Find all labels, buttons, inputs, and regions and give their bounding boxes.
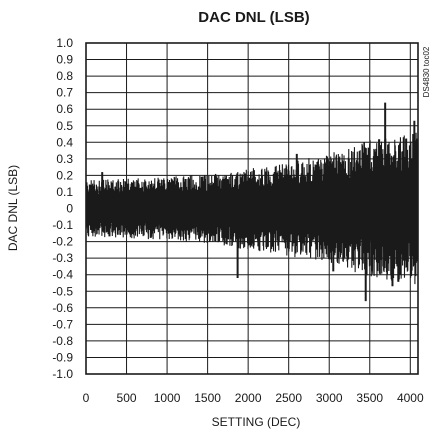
x-tick-label: 500	[117, 391, 137, 405]
y-tick-label: -0.4	[52, 268, 73, 282]
y-tick-label: 0.8	[56, 69, 73, 83]
x-tick-labels: 0 500 1000 1500 2000 2500 3000 3500 4000	[83, 391, 424, 405]
series-dnl-group	[85, 102, 419, 302]
y-tick-label: 0.2	[56, 168, 73, 182]
x-tick-label: 3500	[356, 391, 383, 405]
y-axis-label: DAC DNL (LSB)	[6, 165, 20, 251]
x-tick-label: 4000	[397, 391, 424, 405]
y-tick-label: 0.4	[56, 135, 73, 149]
y-tick-label: -0.5	[52, 284, 73, 298]
x-tick-label: 1500	[194, 391, 221, 405]
y-tick-label: -0.8	[52, 334, 73, 348]
x-tick-label: 3000	[316, 391, 343, 405]
y-tick-label: -0.7	[52, 317, 73, 331]
y-tick-labels: 1.0 0.9 0.8 0.7 0.6 0.5 0.4 0.3 0.2 0.1 0 -0.1 -0.2 -…	[52, 36, 73, 381]
x-tick-label: 0	[83, 391, 90, 405]
y-tick-label: 0.5	[56, 119, 73, 133]
y-tick-label: 0	[66, 202, 73, 216]
y-tick-label: 0.1	[56, 185, 73, 199]
x-axis-label: SETTING (DEC)	[212, 415, 301, 429]
y-tick-label: -0.6	[52, 301, 73, 315]
watermark-label: DS4830 toc02	[422, 46, 431, 97]
y-tick-label: -1.0	[52, 367, 73, 381]
y-tick-label: 0.3	[56, 152, 73, 166]
y-tick-label: -0.1	[52, 218, 73, 232]
series-dnl-trace	[85, 132, 419, 285]
y-tick-label: 0.7	[56, 86, 73, 100]
y-tick-label: 1.0	[56, 36, 73, 50]
x-tick-label: 2000	[235, 391, 262, 405]
plot-frame	[85, 42, 419, 375]
y-tick-label: -0.9	[52, 350, 73, 364]
chart-title: DAC DNL (LSB)	[198, 9, 309, 26]
y-tick-label: -0.3	[52, 251, 73, 265]
y-tick-label: 0.6	[56, 102, 73, 116]
y-tick-label: -0.2	[52, 235, 73, 249]
y-tick-label: 0.9	[56, 53, 73, 67]
x-tick-label: 1000	[154, 391, 181, 405]
x-tick-label: 2500	[275, 391, 302, 405]
